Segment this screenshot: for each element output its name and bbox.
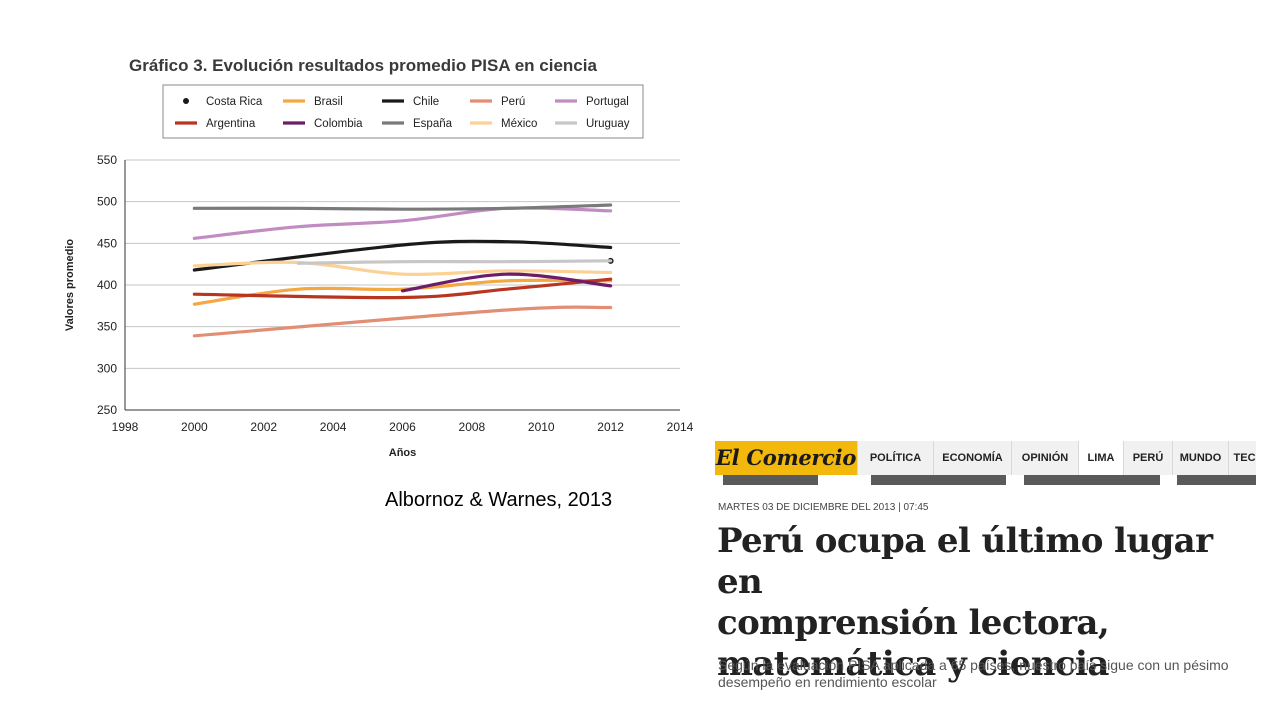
el-comercio-logo[interactable]: El Comercio [715,441,857,475]
x-tick-label: 2008 [459,420,486,434]
x-tick-label: 2010 [528,420,555,434]
nav-item-politica[interactable]: POLÍTICA [857,441,933,475]
article-dateline: MARTES 03 DE DICIEMBRE DEL 2013 | 07:45 [718,502,929,513]
nav-item-lima[interactable]: LIMA [1078,441,1123,475]
x-tick-label: 2000 [181,420,208,434]
thumbnail-strip [715,475,1256,485]
legend-label-peru: Perú [501,96,525,108]
x-tick-label: 2006 [389,420,416,434]
nav-item-opinion[interactable]: OPINIÓN [1011,441,1078,475]
legend-label-uruguay: Uruguay [586,118,630,130]
legend-label-brasil: Brasil [314,96,343,108]
legend-label-portugal: Portugal [586,96,629,108]
series-line-brasil [192,278,613,306]
x-axis-label: Años [389,447,417,459]
series-line-chile [192,239,613,272]
y-tick-label: 300 [97,361,117,375]
news-article-screenshot: El Comercio POLÍTICA ECONOMÍA OPINIÓN LIMA P… [715,441,1256,720]
x-tick-label: 1998 [112,420,139,434]
y-tick-label: 250 [97,403,117,417]
y-axis-label: Valores promedio [64,239,76,332]
series-line-argentina [192,277,613,300]
headline-line: Perú ocupa el último lugar en [717,521,1213,602]
legend-label-espana: España [413,118,453,130]
series-line-uruguay [296,259,613,265]
thumbnail-image[interactable] [1177,475,1256,485]
x-tick-label: 2002 [250,420,277,434]
legend-label-argentina: Argentina [206,118,256,130]
site-navbar: El Comercio POLÍTICA ECONOMÍA OPINIÓN LIMA P… [715,441,1256,475]
y-tick-label: 350 [97,320,117,334]
legend-box [162,84,644,139]
thumbnail-image[interactable] [1024,475,1160,485]
y-tick-label: 550 [97,153,117,167]
legend-label-colombia: Colombia [314,118,363,130]
x-tick-label: 2012 [597,420,624,434]
series-line-espana [192,203,613,211]
nav-item-mundo[interactable]: MUNDO [1172,441,1228,475]
headline-line: matemática y ciencia [717,644,1109,684]
legend-label-mexico: México [501,118,537,130]
y-tick-label: 500 [97,195,117,209]
thumbnail-image[interactable] [871,475,1006,485]
pisa-science-line-chart: 250 300 350 400 450 500 550 1998 2000 2002 2004 200… [64,84,694,459]
nav-item-economia[interactable]: ECONOMÍA [933,441,1011,475]
chart-title: Gráfico 3. Evolución resultados promedio… [129,56,597,75]
x-tick-label: 2004 [320,420,347,434]
y-tick-label: 400 [97,278,117,292]
nav-item-tecn[interactable]: TECN [1228,441,1256,475]
citation-text: Albornoz & Warnes, 2013 [385,489,613,511]
series-line-colombia [400,272,613,293]
thumbnail-image[interactable] [723,475,818,485]
article-headline: Perú ocupa el último lugar en comprensión… [717,521,1253,685]
series-line-peru [192,305,613,338]
article-subhead: Según la evaluación PISA aplicada a 65 p… [718,657,1229,690]
legend-label-chile: Chile [413,96,439,108]
x-tick-label: 2014 [667,420,694,434]
series-line-mexico [192,260,613,277]
legend-marker-costa-rica [183,98,189,104]
y-tick-label: 450 [97,236,117,250]
headline-line: comprensión lectora, [717,603,1110,643]
nav-item-peru[interactable]: PERÚ [1123,441,1172,475]
series-line-portugal [192,206,613,240]
legend-label-costa-rica: Costa Rica [206,96,263,108]
